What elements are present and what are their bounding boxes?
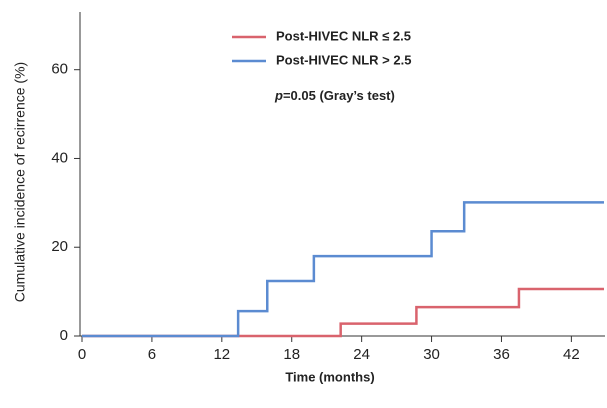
y-tick-label: 60 (51, 61, 68, 78)
x-tick-label: 30 (423, 346, 440, 363)
annotation-text: =0.05 (Gray’s test) (283, 88, 395, 103)
legend-label: Post-HIVEC NLR > 2.5 (276, 52, 411, 67)
x-axis-title: Time (months) (285, 369, 374, 384)
y-tick-label: 40 (51, 149, 68, 166)
y-tick-label: 20 (51, 238, 68, 255)
x-tick-label: 6 (148, 346, 156, 363)
x-tick-label: 18 (283, 346, 300, 363)
x-tick-label: 24 (353, 346, 370, 363)
x-tick-label: 12 (213, 346, 230, 363)
x-tick-label: 36 (493, 346, 510, 363)
legend-label: Post-HIVEC NLR ≤ 2.5 (276, 28, 411, 43)
x-tick-label: 42 (563, 346, 580, 363)
annotation: p=0.05 (Gray’s test) (274, 88, 395, 103)
y-tick-label: 0 (60, 327, 68, 344)
y-axis-title: Cumulative incidence of recirrence (%) (12, 62, 28, 302)
step-line (82, 201, 604, 338)
annotation-italic: p (274, 88, 283, 103)
step-line (82, 287, 604, 338)
x-tick-label: 0 (78, 346, 86, 363)
